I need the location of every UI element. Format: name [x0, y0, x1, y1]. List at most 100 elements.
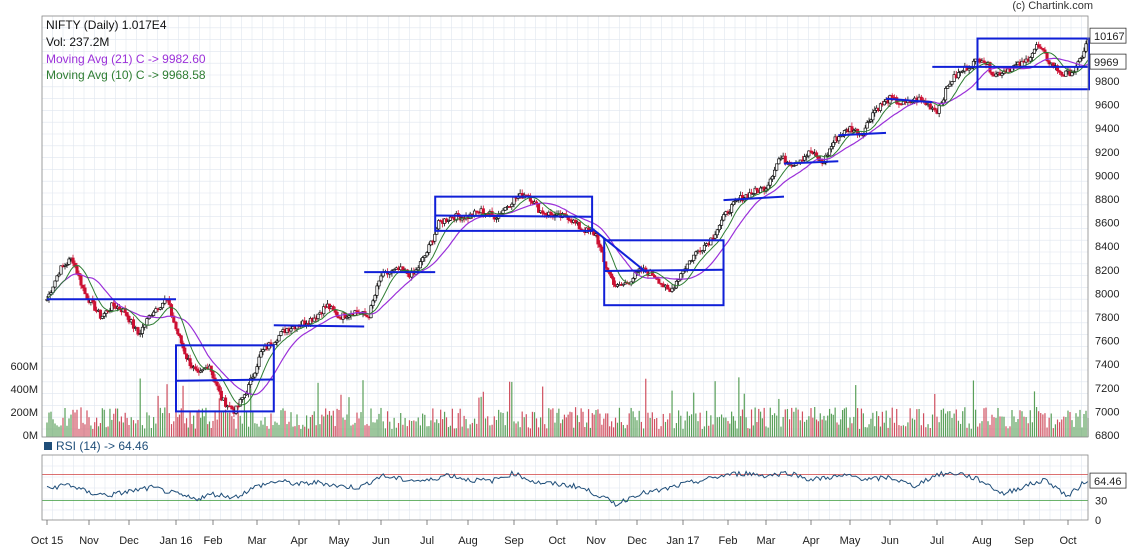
consolidation-box [434, 195, 594, 232]
x-tick-label: May [329, 535, 350, 547]
candle-body [172, 315, 176, 323]
candle-body [1084, 43, 1088, 52]
volume-bar [107, 426, 109, 437]
volume-bar [620, 422, 622, 437]
candle-body [775, 163, 779, 171]
consolidation-box [976, 37, 1090, 91]
volume-bar [208, 421, 211, 437]
volume-bars [46, 377, 1089, 437]
volume-bar [548, 408, 550, 437]
volume-bar [286, 424, 288, 437]
volume-bar [927, 424, 929, 437]
volume-bar [993, 417, 995, 437]
volume-bar [346, 414, 348, 437]
price-tick-label: 6800 [1095, 430, 1119, 442]
volume-bar [191, 423, 193, 437]
volume-bar [703, 426, 706, 437]
volume-bar [284, 410, 286, 437]
candle-body [1058, 70, 1062, 73]
volume-bar [801, 411, 804, 437]
candle-body [55, 275, 59, 282]
volume-bar [1019, 410, 1021, 437]
volume-bar [214, 410, 216, 437]
candle-body [873, 109, 877, 114]
volume-bar [56, 425, 58, 437]
volume-bar [845, 407, 847, 437]
volume-bar [738, 377, 740, 437]
candle-body [209, 365, 213, 372]
volume-bar [298, 425, 300, 437]
volume-bar [693, 392, 695, 437]
price-tick-label: 9600 [1095, 100, 1119, 112]
candle-body [242, 394, 246, 399]
volume-bar [296, 414, 298, 437]
volume-bar [245, 411, 248, 437]
x-tick-label: Feb [204, 535, 223, 547]
volume-bar [710, 415, 712, 437]
candle-body [316, 313, 320, 319]
volume-bar [955, 409, 957, 437]
price-frame [41, 15, 1089, 438]
volume-bar [793, 411, 795, 437]
volume-bar [699, 412, 701, 437]
volume-bar [778, 398, 780, 437]
volume-bar [843, 408, 846, 437]
candle-body [674, 280, 678, 289]
volume-bar [628, 413, 630, 437]
candle-body [169, 304, 174, 317]
x-axis: Oct 15 Nov Dec Jan 16 Feb Mar Apr May Jun Jul Aug S… [31, 520, 1077, 547]
volume-bar [370, 408, 372, 437]
volume-bar [62, 417, 64, 437]
volume-bar [203, 416, 205, 437]
volume-bar [250, 388, 252, 437]
volume-bar [1061, 419, 1063, 437]
volume-bar [607, 413, 609, 437]
volume-bar [1031, 422, 1033, 437]
volume-bar [563, 414, 566, 437]
trend-line [885, 97, 933, 104]
candle-body [715, 229, 719, 236]
volume-bar [645, 378, 647, 437]
volume-bar [560, 423, 562, 437]
volume-bar [380, 407, 382, 437]
candle-body [63, 265, 67, 267]
volume-bar [823, 415, 825, 437]
volume-bar [887, 427, 889, 437]
volume-bar [771, 415, 774, 437]
candle-body [1000, 73, 1004, 76]
volume-bar [556, 412, 558, 437]
volume-bar [991, 414, 993, 437]
volume-bar [306, 415, 308, 437]
candle-body [379, 275, 383, 282]
volume-bar [478, 397, 480, 437]
volume-bar [239, 415, 241, 437]
candle-body [1041, 48, 1045, 51]
volume-bar [855, 385, 857, 437]
volume-bar [638, 410, 640, 437]
volume-bar [959, 423, 962, 437]
volume-bar [806, 419, 808, 437]
volume-bar [1056, 419, 1059, 437]
volume-bar [720, 414, 723, 437]
volume-bar [1075, 413, 1077, 437]
volume-bar [161, 413, 164, 437]
volume-bar [304, 426, 306, 437]
volume-bar [529, 428, 531, 437]
candle-body [612, 277, 616, 285]
x-tick-label: Sep [1014, 535, 1034, 547]
volume-bar [237, 411, 239, 437]
volume-bar [1023, 416, 1025, 437]
volume-bar [189, 410, 191, 437]
volume-bar [675, 423, 678, 437]
volume-bar [1017, 419, 1019, 437]
candle-body [770, 175, 774, 180]
volume-bar [166, 384, 168, 437]
volume-bar [832, 414, 834, 437]
volume-bar [366, 424, 368, 437]
volume-bar [105, 427, 107, 437]
price-tick-label: 7200 [1095, 383, 1119, 395]
candle-body [946, 85, 950, 89]
volume-bar [1083, 413, 1085, 437]
volume-bar [567, 414, 569, 437]
volume-bar [168, 413, 170, 437]
